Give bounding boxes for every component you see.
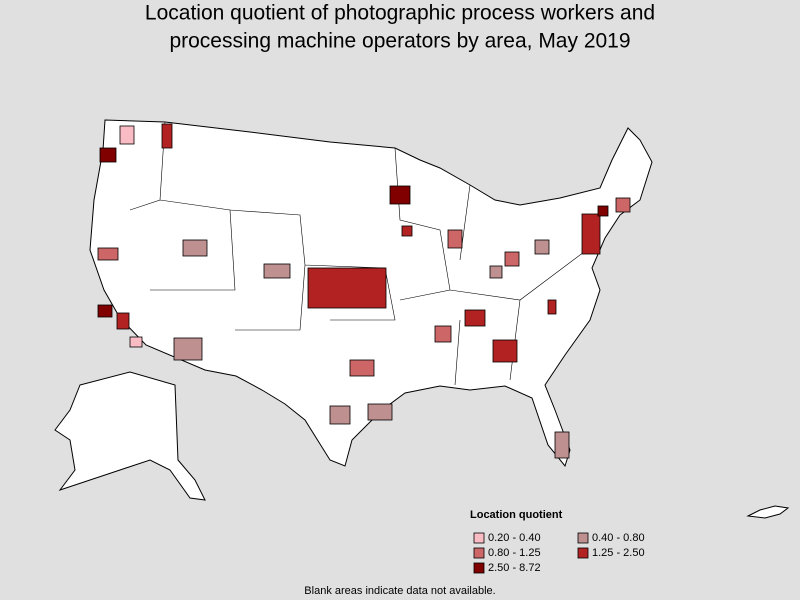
area [401,225,413,237]
title-line: processing machine operators by area, Ma… [169,30,630,53]
area [116,312,130,330]
area [97,304,113,318]
area [263,263,291,279]
legend-swatch [577,532,589,544]
area [97,247,119,261]
legend-label: 0.80 - 1.25 [488,547,541,559]
area [182,239,208,257]
title-line: Location quotient of photographic proces… [145,2,655,25]
area [597,205,609,217]
legend-label: 1.25 - 2.50 [592,547,645,559]
alaska [54,371,206,501]
legend-swatch [577,547,589,559]
area [554,431,570,459]
legend-label: 0.40 - 0.80 [592,532,645,544]
area [534,239,550,255]
legend-title: Location quotient [470,509,563,521]
area [389,185,411,205]
colored-areas [97,123,631,459]
area [161,123,173,149]
area [581,213,601,255]
hawaii [746,505,790,519]
area [173,337,203,361]
legend-swatch [473,547,485,559]
us-map [54,119,790,519]
footnote: Blank areas indicate data not available. [304,585,495,597]
area [349,359,375,377]
area [99,147,117,163]
area [119,125,135,145]
area [329,405,351,425]
area [434,325,452,343]
legend-items: 0.20 - 0.40 0.40 - 0.80 0.80 - 1.25 1.25 - … [473,532,645,574]
area [447,229,463,249]
legend-swatch [473,532,485,544]
legend: Location quotient 0.20 - 0.40 0.40 - 0.80… [470,509,645,574]
area [489,265,503,279]
area [492,339,518,363]
area [547,299,557,315]
area [615,197,631,213]
legend-label: 2.50 - 8.72 [488,562,541,574]
area [464,309,486,327]
legend-label: 0.20 - 0.40 [488,532,541,544]
legend-swatch [473,562,485,574]
area [129,336,143,348]
area [504,251,520,267]
area [307,267,387,309]
area [367,403,393,421]
